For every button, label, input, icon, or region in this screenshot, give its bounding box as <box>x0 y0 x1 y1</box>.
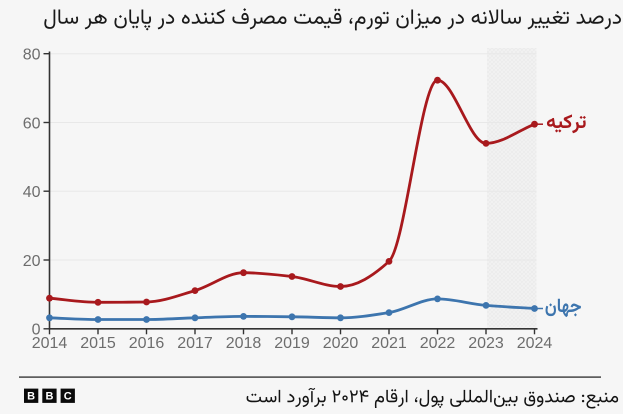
svg-text:2020: 2020 <box>323 335 359 352</box>
svg-text:2024: 2024 <box>517 335 553 352</box>
svg-text:20: 20 <box>23 253 41 270</box>
svg-text:C: C <box>64 391 72 403</box>
svg-text:80: 80 <box>23 47 41 64</box>
svg-text:40: 40 <box>23 184 41 201</box>
svg-text:2015: 2015 <box>80 335 116 352</box>
svg-text:0: 0 <box>32 322 41 339</box>
svg-text:B: B <box>27 391 35 403</box>
svg-text:2016: 2016 <box>129 335 165 352</box>
svg-text:60: 60 <box>23 115 41 132</box>
svg-text:2014: 2014 <box>32 335 68 352</box>
svg-text:2018: 2018 <box>226 335 262 352</box>
svg-text:B: B <box>45 391 53 403</box>
svg-text:2021: 2021 <box>371 335 407 352</box>
svg-text:2023: 2023 <box>468 335 504 352</box>
svg-text:2022: 2022 <box>420 335 456 352</box>
svg-text:2019: 2019 <box>274 335 310 352</box>
svg-text:2017: 2017 <box>177 335 213 352</box>
